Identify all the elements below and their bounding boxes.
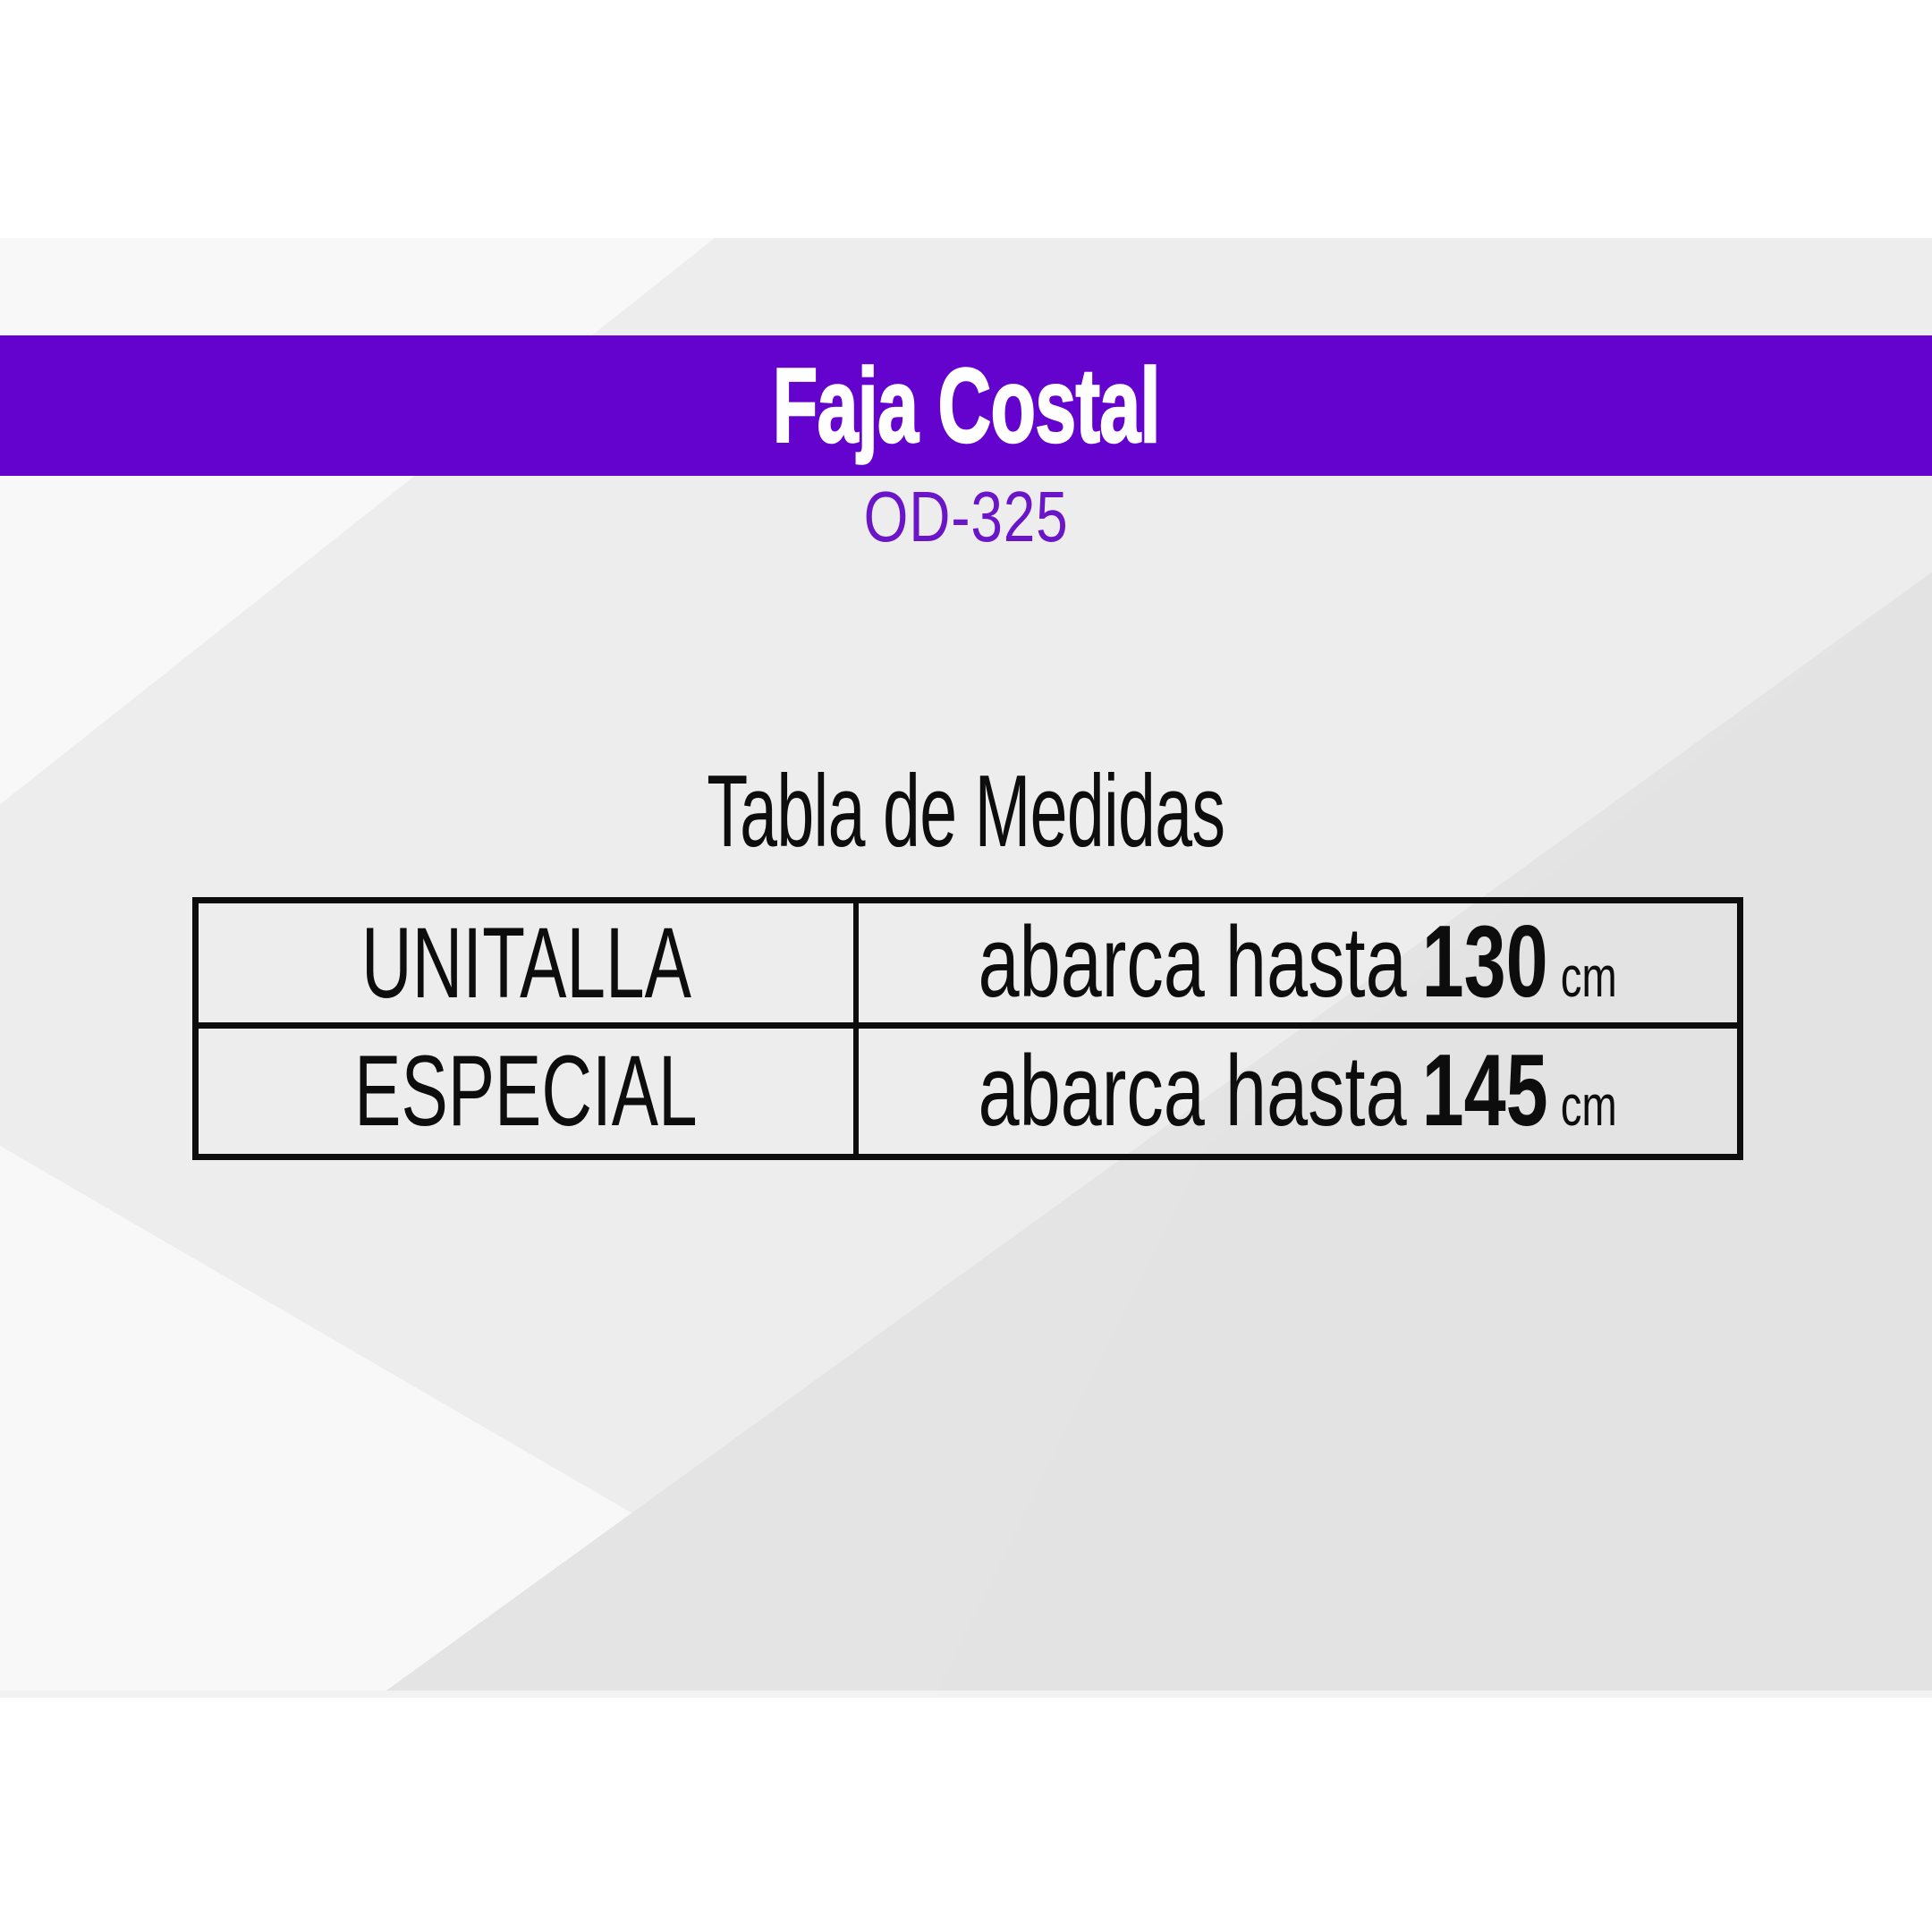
coverage-prefix: abarca hasta bbox=[978, 1034, 1408, 1147]
product-title: Faja Costal bbox=[772, 346, 1161, 465]
size-label: UNITALLA bbox=[360, 906, 691, 1019]
size-cell-especial: ESPECIAL bbox=[199, 1029, 859, 1154]
size-table-heading: Tabla de Medidas bbox=[0, 760, 1932, 864]
coverage-text: abarca hasta 130 cm bbox=[979, 911, 1617, 1013]
size-label: ESPECIAL bbox=[354, 1035, 698, 1147]
gray-backdrop-band bbox=[0, 238, 1932, 1698]
size-table: UNITALLA abarca hasta 130 cm ESPECIAL abar… bbox=[192, 897, 1743, 1160]
product-title-banner: Faja Costal bbox=[0, 335, 1932, 476]
size-table-title: Tabla de Medidas bbox=[707, 755, 1225, 869]
coverage-unit: cm bbox=[1561, 1072, 1618, 1138]
coverage-cell-especial: abarca hasta 145 cm bbox=[859, 1029, 1737, 1154]
coverage-cell-unitalla: abarca hasta 130 cm bbox=[859, 903, 1737, 1029]
coverage-value: 130 bbox=[1421, 905, 1549, 1020]
product-code-line: OD-325 bbox=[0, 470, 1932, 564]
coverage-text: abarca hasta 145 cm bbox=[979, 1039, 1618, 1142]
coverage-unit: cm bbox=[1561, 945, 1618, 1010]
product-code: OD-325 bbox=[863, 477, 1069, 556]
coverage-value: 145 bbox=[1421, 1033, 1549, 1148]
coverage-prefix: abarca hasta bbox=[978, 906, 1408, 1019]
size-cell-unitalla: UNITALLA bbox=[199, 903, 859, 1029]
